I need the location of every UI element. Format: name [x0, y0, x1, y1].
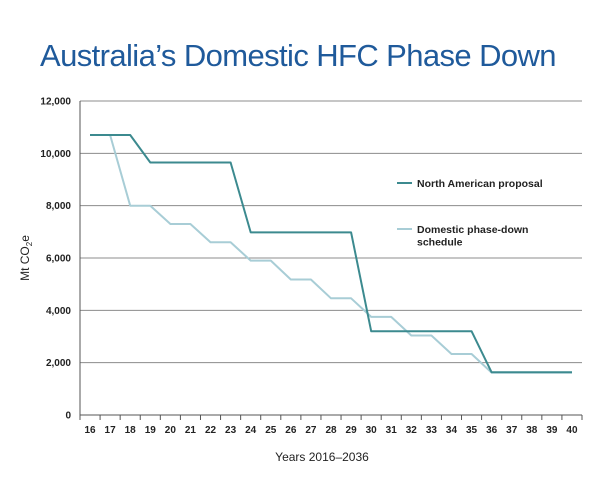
- x-tick-label: 22: [205, 425, 217, 436]
- y-tick-label: 12,000: [40, 97, 71, 108]
- x-tick-label: 33: [426, 425, 438, 436]
- x-tick-label: 26: [285, 425, 297, 436]
- x-tick-label: 28: [325, 425, 337, 436]
- y-tick-label: 8,000: [46, 201, 71, 212]
- x-tick-label: 19: [145, 425, 157, 436]
- y-tick-label: 2,000: [46, 358, 71, 369]
- x-tick-label: 38: [526, 425, 538, 436]
- x-tick-label: 40: [566, 425, 578, 436]
- y-tick-label: 0: [65, 411, 71, 422]
- x-tick-label: 37: [506, 425, 518, 436]
- x-tick-label: 24: [245, 425, 257, 436]
- x-axis-label: Years 2016–2036: [275, 450, 369, 464]
- series-line-north-american-proposal: [90, 134, 572, 374]
- y-axis-label-suffix: e: [18, 235, 32, 242]
- chart-title: Australia’s Domestic HFC Phase Down: [40, 38, 557, 73]
- y-tick-label: 4,000: [46, 306, 71, 317]
- x-tick-label: 32: [406, 425, 418, 436]
- x-tick-label: 34: [446, 425, 458, 436]
- x-tick-label: 27: [305, 425, 317, 436]
- x-tick-label: 30: [366, 425, 378, 436]
- x-tick-label: 35: [466, 425, 478, 436]
- y-tick-labels: 0 2,000 4,000 6,000 8,000 10,000 12,000: [40, 97, 71, 422]
- y-axis-label-subscript: 2: [25, 241, 34, 246]
- axes: [79, 101, 583, 420]
- gridlines: [80, 100, 582, 364]
- x-tick-labels: 16 17 18 19 20 21 22 23 24 25 26 27 28 29 30 31 32 33 34 35…: [84, 425, 577, 436]
- x-tick-label: 25: [265, 425, 277, 436]
- y-tick-label: 6,000: [46, 254, 71, 265]
- y-axis-label-main: Mt CO: [18, 246, 32, 281]
- series-line-domestic-phase-down-schedule: [90, 134, 572, 374]
- x-tick-label: 39: [546, 425, 558, 436]
- legend-label: North American proposal: [417, 178, 543, 190]
- legend: North American proposal Domestic phase-do…: [397, 178, 543, 249]
- legend-label: Domestic phase-down: [417, 224, 528, 236]
- x-tick-label: 36: [486, 425, 498, 436]
- series-lines: [90, 134, 572, 374]
- x-tick-label: 17: [105, 425, 117, 436]
- x-tick-label: 18: [125, 425, 137, 436]
- x-tick-label: 21: [185, 425, 197, 436]
- y-axis-label: Mt CO2e: [18, 235, 34, 281]
- x-tick-label: 16: [84, 425, 96, 436]
- x-tick-label: 23: [225, 425, 237, 436]
- x-tick-label: 31: [386, 425, 398, 436]
- legend-label: schedule: [417, 237, 463, 249]
- y-tick-label: 10,000: [40, 149, 71, 160]
- x-tick-label: 20: [165, 425, 177, 436]
- x-tick-label: 29: [346, 425, 358, 436]
